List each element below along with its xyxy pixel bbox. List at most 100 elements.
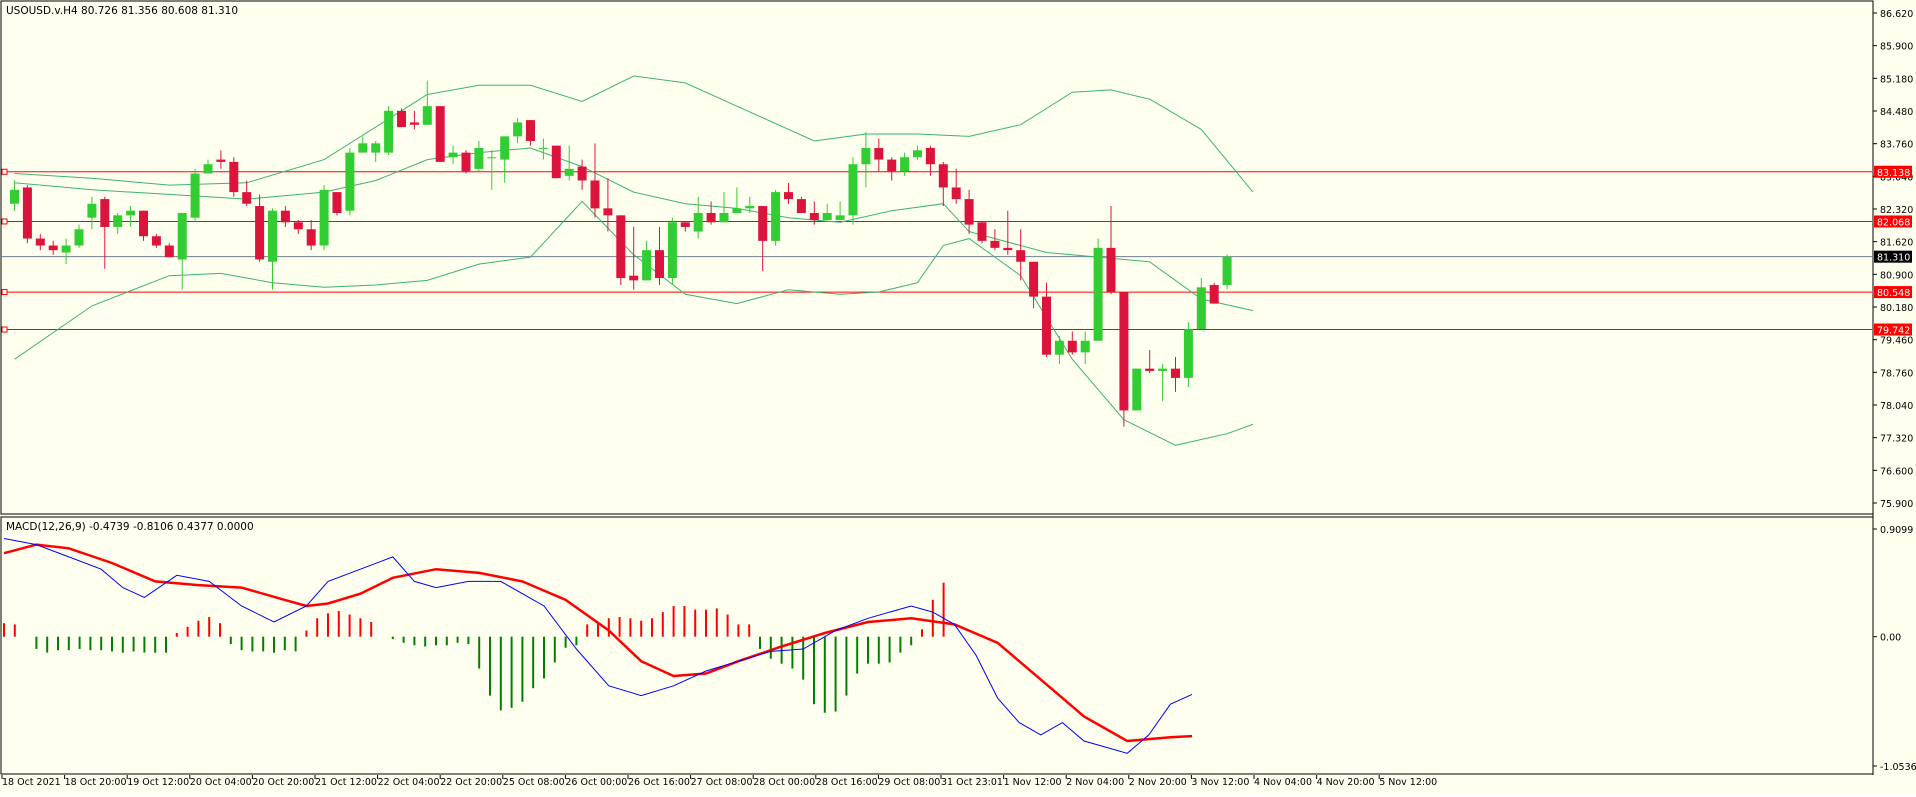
candle-body — [1183, 329, 1193, 378]
candle-body — [255, 206, 265, 260]
candle-body — [164, 245, 174, 258]
price-pane-header: USOUSD.v.H4 80.726 81.356 80.608 81.310 — [6, 5, 238, 17]
x-tick-label: 22 Oct 04:00 — [378, 777, 440, 788]
x-tick-label: 2 Nov 04:00 — [1066, 777, 1124, 788]
price-y-tick-label: 83.040 — [1880, 172, 1913, 183]
candle-body — [448, 152, 458, 158]
x-tick-label: 19 Oct 12:00 — [127, 777, 189, 788]
price-label-text: 83.138 — [1877, 168, 1910, 179]
candle-body — [229, 161, 239, 193]
candle-body — [745, 206, 755, 209]
candle-body — [913, 150, 922, 158]
price-label-text: 79.742 — [1877, 326, 1910, 337]
candle-body — [461, 152, 471, 172]
x-tick-label: 21 Oct 12:00 — [315, 777, 377, 788]
candle-body — [590, 180, 600, 209]
candle-body — [1145, 368, 1155, 371]
price-label-box — [1874, 215, 1912, 228]
price-y-tick-label: 79.460 — [1880, 336, 1913, 347]
candle-body — [1132, 368, 1142, 411]
current-price-text: 81.310 — [1877, 253, 1910, 264]
current-price-box — [1874, 250, 1912, 263]
candle-body — [268, 210, 277, 262]
candle-body — [809, 213, 819, 220]
hline-marker — [1, 168, 8, 175]
candle-body — [642, 250, 652, 281]
candle-body — [177, 213, 187, 260]
candle-body — [409, 122, 419, 125]
x-tick-label: 1 Nov 12:00 — [1004, 777, 1062, 788]
x-tick-label: 28 Oct 00:00 — [753, 777, 815, 788]
price-y-tick-label: 77.320 — [1880, 434, 1913, 445]
x-tick-label: 26 Oct 00:00 — [565, 777, 627, 788]
candle-body — [1222, 256, 1232, 286]
price-y-tick-label: 81.620 — [1880, 238, 1913, 249]
x-tick-label: 5 Nov 12:00 — [1379, 777, 1437, 788]
candle-body — [938, 164, 948, 188]
candle-body — [925, 147, 935, 165]
price-y-tick-label: 86.620 — [1880, 9, 1913, 20]
candle-body — [771, 192, 781, 241]
candle-body — [874, 147, 884, 160]
candle-body — [280, 210, 290, 223]
candle-body — [151, 236, 161, 246]
candle-body — [667, 222, 677, 279]
candle-body — [216, 159, 226, 162]
price-y-tick-label: 85.180 — [1880, 74, 1913, 85]
candle-body — [345, 152, 355, 211]
candle-body — [22, 187, 32, 239]
price-y-tick-label: 76.600 — [1880, 466, 1913, 477]
candle-body — [332, 192, 342, 214]
candle-body — [1029, 261, 1039, 297]
candle-body — [319, 189, 329, 246]
candle-body — [719, 213, 729, 223]
bollinger-band-upper — [14, 75, 1254, 193]
candle-body — [397, 110, 406, 128]
candle-body — [1067, 340, 1077, 353]
candle-body — [35, 238, 45, 246]
candle-body — [835, 215, 845, 220]
hline-marker — [1, 218, 8, 225]
candle-body — [564, 168, 574, 176]
bollinger-band-lower — [14, 200, 1254, 446]
candle-body — [500, 136, 510, 160]
candle-body — [577, 166, 587, 181]
candle-body — [513, 122, 523, 137]
candle-body — [487, 157, 497, 159]
hline-marker — [1, 289, 8, 296]
x-tick-label: 22 Oct 20:00 — [440, 777, 502, 788]
x-tick-label: 3 Nov 12:00 — [1191, 777, 1249, 788]
candle-body — [139, 210, 148, 237]
candle-body — [358, 143, 368, 153]
x-tick-label: 4 Nov 04:00 — [1254, 777, 1312, 788]
candle-body — [203, 164, 213, 174]
axes: 86.620 85.900 85.180 84.480 83.760 83.040 82.3… — [1, 9, 1916, 788]
candle-body — [900, 157, 910, 172]
price-label-box — [1874, 323, 1912, 336]
candle-body — [61, 245, 71, 253]
candle-body — [422, 106, 432, 125]
candle-body — [603, 208, 613, 216]
candle-body — [629, 275, 639, 281]
price-y-tick-label: 78.040 — [1880, 401, 1913, 412]
candle-body — [706, 213, 716, 223]
price-y-tick-label: 80.900 — [1880, 270, 1913, 281]
candle-body — [100, 199, 110, 227]
candle-body — [126, 210, 136, 216]
x-tick-label: 4 Nov 20:00 — [1317, 777, 1375, 788]
x-tick-label: 18 Oct 20:00 — [65, 777, 127, 788]
candle-body — [1209, 285, 1219, 304]
candle-body — [616, 215, 626, 279]
candle-body — [784, 192, 793, 200]
candle-body — [848, 164, 858, 216]
x-tick-label: 25 Oct 08:00 — [503, 777, 565, 788]
candle-body — [113, 215, 123, 227]
candle-body — [87, 203, 97, 218]
price-label-text: 82.068 — [1877, 217, 1910, 228]
price-label-text: 80.548 — [1877, 288, 1910, 299]
price-label-box — [1874, 286, 1912, 299]
macd-y-tick-label: 0.00 — [1880, 633, 1901, 644]
x-tick-label: 29 Oct 08:00 — [878, 777, 940, 788]
x-tick-label: 2 Nov 20:00 — [1129, 777, 1187, 788]
